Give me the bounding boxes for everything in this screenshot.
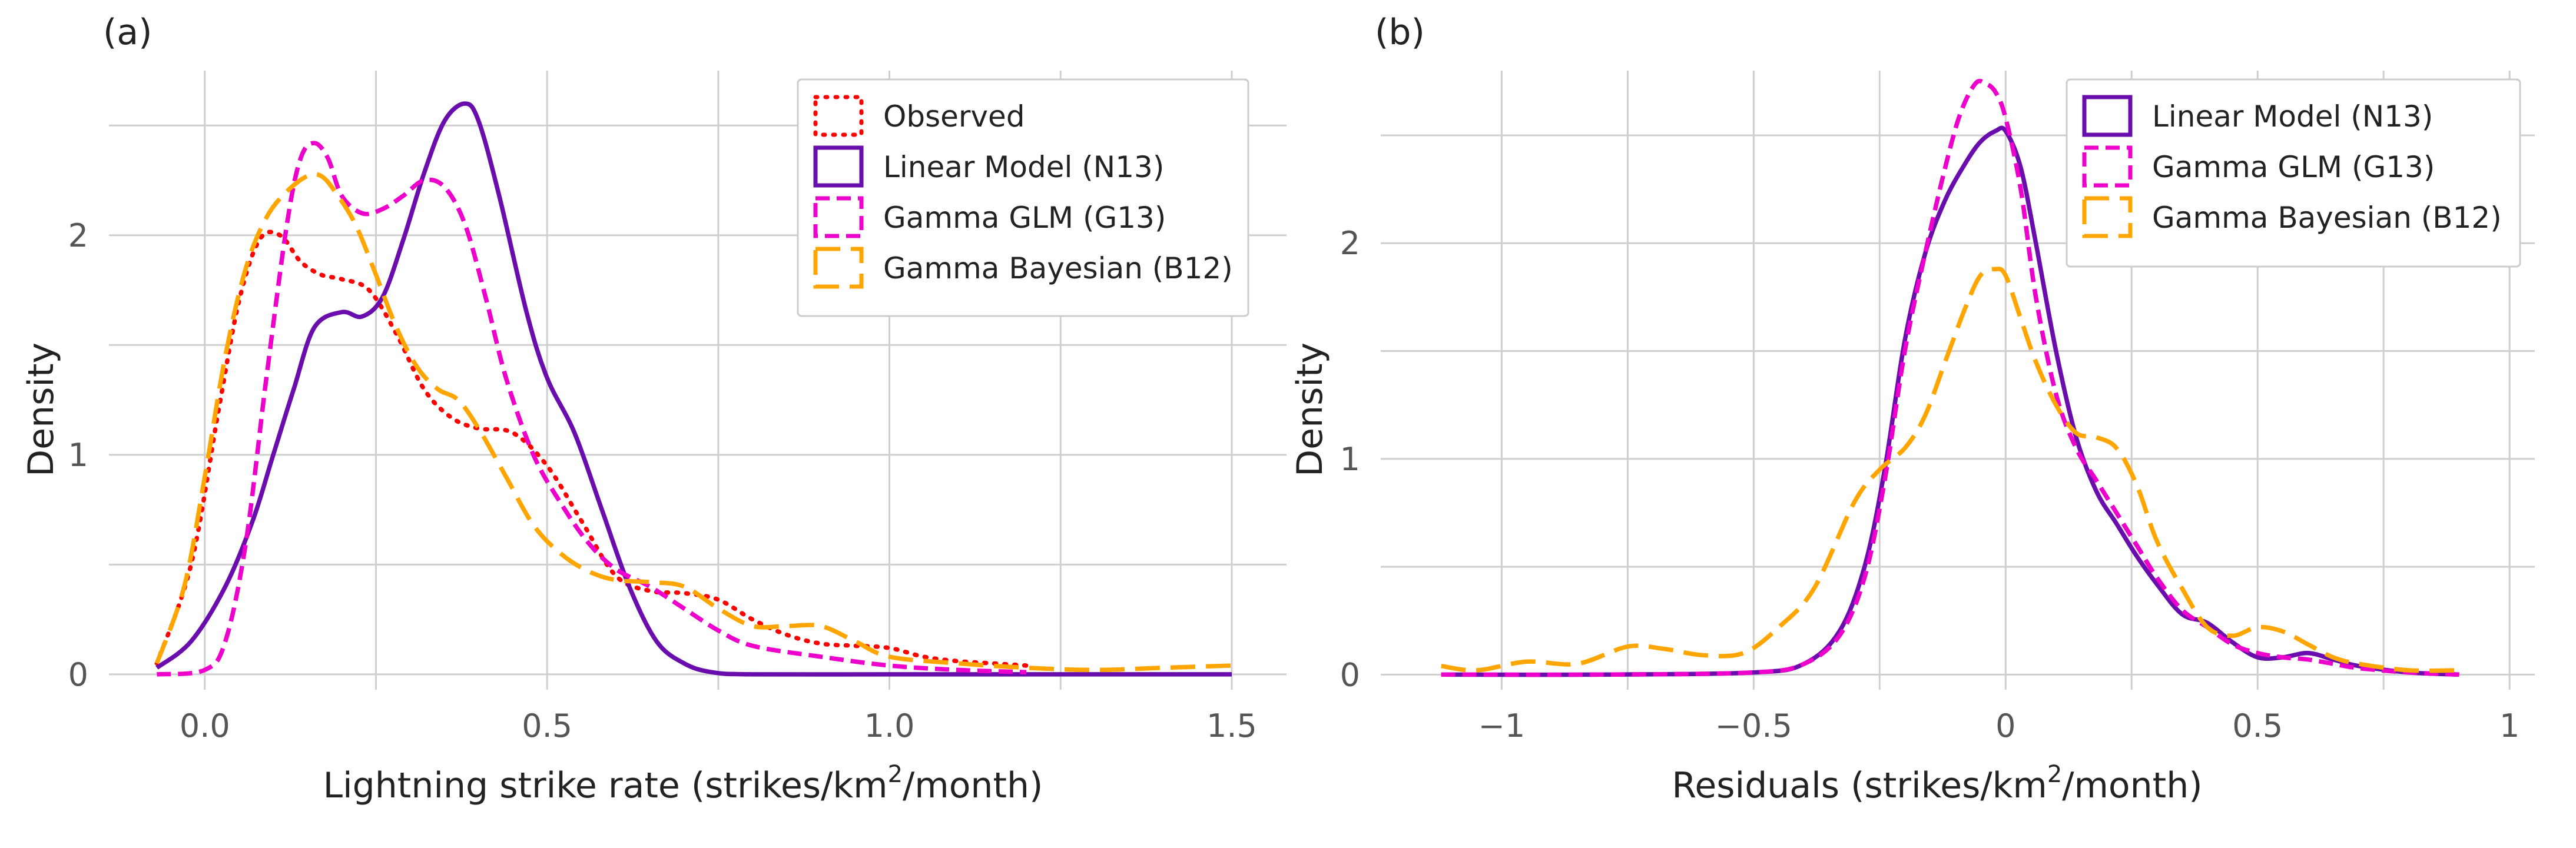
y-tick-label-a-0: 0 xyxy=(68,656,88,693)
legend-label-linear-model: Linear Model (N13) xyxy=(883,150,1164,184)
series-line-linear-model-n13-b xyxy=(1441,125,2459,677)
series-b xyxy=(1441,78,2459,677)
legend-swatch-linear-model-b xyxy=(2082,95,2133,137)
series-line-observed-a xyxy=(154,230,1029,668)
x-axis-label-a: Lightning strike rate (strikes/km2/month… xyxy=(323,761,1043,806)
y-tick-label-b-0: 0 xyxy=(1340,656,1360,693)
legend-swatch-gamma-bayesian-b xyxy=(2082,196,2133,238)
legend-box-a xyxy=(797,78,1249,317)
x-tick-label-b-1: −0.5 xyxy=(1715,707,1792,744)
legend-swatch-linear-model xyxy=(813,145,864,188)
panel-b: (b) −1 −0.5 0 0.5 1 0 1 2 Residuals (strikes/km… xyxy=(1289,12,2535,806)
series-line-linear-model-n13-a xyxy=(155,101,1232,677)
series-a xyxy=(154,101,1232,677)
panel-a: (a) 0.0 0.5 1.0 1.5 0 1 2 Lightning strike rat… xyxy=(21,12,1287,806)
legend-entry-gamma-bayesian: Gamma Bayesian (B12) xyxy=(813,247,1233,289)
legend-a: Observed Linear Model (N13) Gamma GLM (G… xyxy=(797,78,1249,317)
legend-entry-gamma-glm: Gamma GLM (G13) xyxy=(813,196,1166,238)
x-tick-label-b-2: 0 xyxy=(1995,707,2015,744)
legend-entry-linear-model: Linear Model (N13) xyxy=(813,145,1164,188)
legend-swatch-gamma-bayesian xyxy=(813,247,864,289)
legend-label-gamma-bayesian-b: Gamma Bayesian (B12) xyxy=(2152,201,2502,235)
x-tick-label-a-0: 0.0 xyxy=(180,707,230,744)
y-axis-label-b: Density xyxy=(1289,342,1331,477)
legend-label-gamma-bayesian: Gamma Bayesian (B12) xyxy=(883,251,1233,285)
legend-label-linear-model-b: Linear Model (N13) xyxy=(2152,99,2433,134)
legend-label-observed: Observed xyxy=(883,99,1025,134)
legend-swatch-gamma-glm xyxy=(813,196,864,238)
legend-label-gamma-glm: Gamma GLM (G13) xyxy=(883,201,1166,235)
series-line-gamma-glm-g13-b xyxy=(1441,78,2459,677)
x-tick-label-b-3: 0.5 xyxy=(2232,707,2283,744)
legend-entry-gamma-glm-b: Gamma GLM (G13) xyxy=(2082,145,2435,188)
x-tick-label-a-3: 1.5 xyxy=(1206,707,1257,744)
x-tick-label-b-4: 1 xyxy=(2499,707,2519,744)
legend-entry-observed: Observed xyxy=(813,95,1025,137)
legend-label-gamma-glm-b: Gamma GLM (G13) xyxy=(2152,150,2435,184)
y-tick-label-b-1: 1 xyxy=(1340,441,1360,478)
x-axis-label-b: Residuals (strikes/km2/month) xyxy=(1672,761,2202,806)
ticks-a: 0.0 0.5 1.0 1.5 0 1 2 xyxy=(68,217,1257,744)
series-line-gamma-bayesian-b12-b xyxy=(1441,267,2459,673)
y-tick-label-a-1: 1 xyxy=(68,437,88,474)
x-tick-label-a-2: 1.0 xyxy=(864,707,915,744)
x-tick-label-a-1: 0.5 xyxy=(522,707,572,744)
series-line-gamma-bayesian-b12-a xyxy=(154,172,1232,673)
legend-entry-linear-model-b: Linear Model (N13) xyxy=(2082,95,2433,137)
x-tick-label-b-0: −1 xyxy=(1478,707,1526,744)
legend-swatch-observed xyxy=(813,95,864,137)
legend-b: Linear Model (N13) Gamma GLM (G13) Gamma… xyxy=(2066,78,2521,268)
legend-entry-gamma-bayesian-b: Gamma Bayesian (B12) xyxy=(2082,196,2502,238)
ticks-b: −1 −0.5 0 0.5 1 0 1 2 xyxy=(1340,225,2520,744)
panel-label-b: (b) xyxy=(1375,12,1425,53)
panel-label-a: (a) xyxy=(103,12,152,53)
legend-swatch-gamma-glm-b xyxy=(2082,145,2133,188)
y-tick-label-b-2: 2 xyxy=(1340,225,1360,262)
y-tick-label-a-2: 2 xyxy=(68,217,88,254)
y-axis-label-a: Density xyxy=(21,342,62,477)
legend-box-b xyxy=(2066,78,2521,268)
series-line-gamma-glm-g13-a xyxy=(157,141,1027,677)
